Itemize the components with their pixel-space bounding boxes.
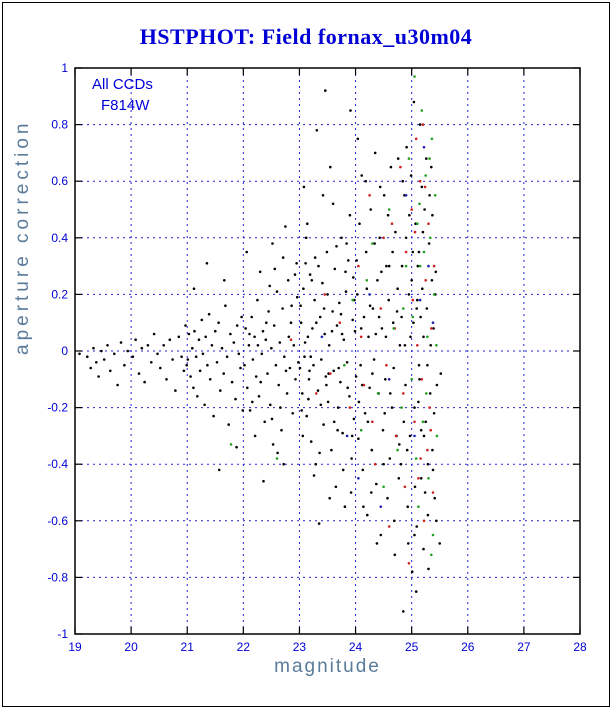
filter-annotation: F814W: [101, 97, 150, 114]
svg-text:0.8: 0.8: [51, 118, 68, 132]
svg-text:24: 24: [349, 640, 363, 654]
svg-text:1: 1: [61, 61, 68, 75]
series-ccd-black: [78, 89, 443, 613]
svg-text:-0.6: -0.6: [47, 514, 68, 528]
svg-text:28: 28: [573, 640, 587, 654]
svg-text:-0.2: -0.2: [47, 401, 68, 415]
svg-text:20: 20: [124, 640, 138, 654]
series-ccd-red: [289, 123, 436, 565]
y-tick-labels: -1 -0.8 -0.6 -0.4 -0.2 0 0.2 0.4 0.6 0.8 1: [47, 61, 68, 641]
tick-marks: [74, 67, 581, 635]
data-points: [78, 75, 443, 613]
x-tick-labels: 19 20 21 22 23 24 25 26 27 28: [68, 640, 587, 654]
svg-text:26: 26: [461, 640, 475, 654]
svg-text:-0.8: -0.8: [47, 570, 68, 584]
svg-text:23: 23: [293, 640, 307, 654]
grid-lines: [75, 68, 580, 634]
y-axis-label: aperture correction: [12, 119, 33, 355]
svg-text:19: 19: [68, 640, 82, 654]
series-ccd-green: [229, 75, 439, 557]
svg-text:21: 21: [181, 640, 195, 654]
svg-text:-1: -1: [57, 627, 68, 641]
svg-text:22: 22: [237, 640, 251, 654]
svg-text:27: 27: [517, 640, 531, 654]
svg-text:0.4: 0.4: [51, 231, 68, 245]
svg-text:25: 25: [405, 640, 419, 654]
svg-text:0: 0: [61, 344, 68, 358]
chart-title: HSTPHOT: Field fornax_u30m04: [139, 24, 473, 49]
ccd-annotation: All CCDs: [92, 76, 153, 93]
x-axis-label: magnitude: [274, 656, 381, 677]
svg-text:0.2: 0.2: [51, 287, 68, 301]
series-ccd-blue: [320, 145, 435, 509]
svg-text:0.6: 0.6: [51, 174, 68, 188]
svg-text:-0.4: -0.4: [47, 457, 68, 471]
